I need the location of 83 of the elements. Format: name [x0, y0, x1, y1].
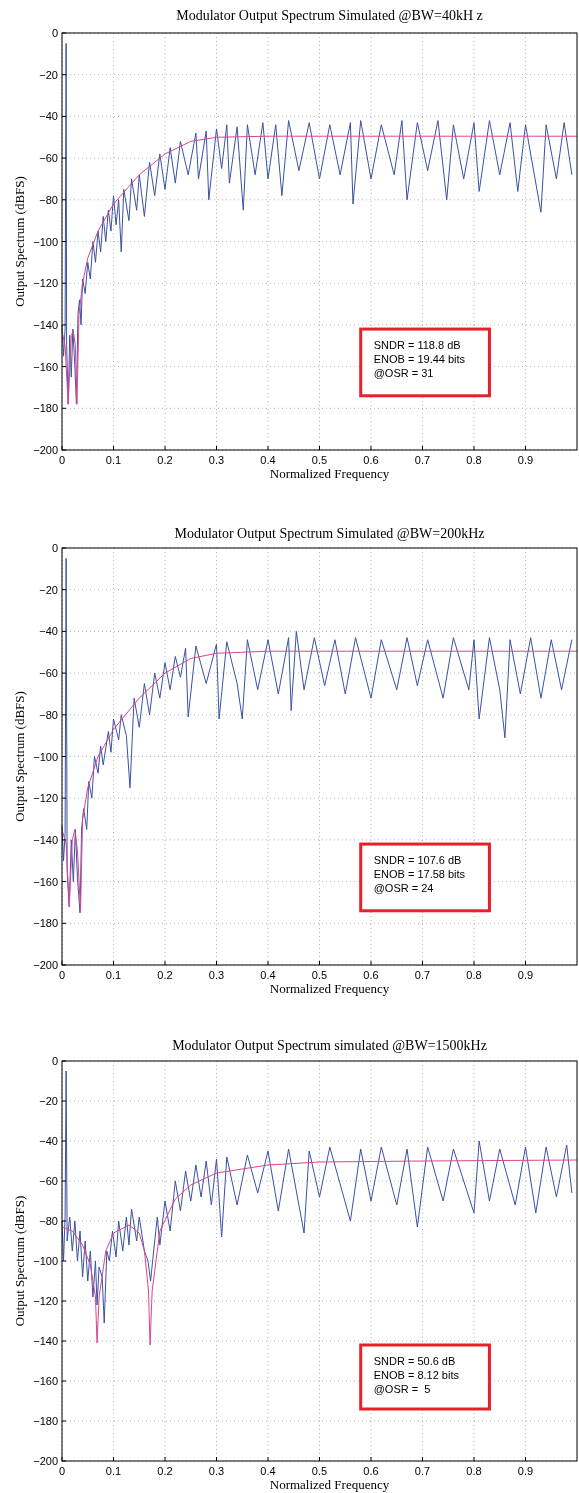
annotation: @OSR = 5	[373, 1383, 431, 1395]
y-tick-label: −80	[39, 193, 58, 206]
annotation: @OSR = 24	[373, 882, 434, 895]
line-series	[61, 1070, 573, 1324]
chart-title: Modulator Output Spectrum simulated @BW=1500kHz	[172, 1038, 487, 1053]
x-tick-label: 0.8	[466, 969, 482, 981]
x-tick-label: 0.2	[157, 454, 173, 466]
x-tick-label: 0.3	[208, 454, 225, 466]
y-tick-label: −140	[33, 833, 58, 846]
y-tick-label: −20	[39, 68, 58, 81]
x-tick-label: 0.9	[517, 969, 534, 981]
x-tick-label: 0.2	[157, 1465, 173, 1477]
y-tick-label: −80	[39, 1215, 58, 1227]
chart-title: Modulator Output Spectrum Simulated @BW=200kHz	[174, 526, 485, 541]
x-tick-label: 0.6	[363, 1465, 379, 1477]
y-tick-label: −160	[33, 1375, 58, 1387]
x-tick-label: 0.1	[105, 969, 122, 981]
y-tick-label: −40	[39, 110, 58, 123]
y-tick-label: −200	[33, 1455, 58, 1467]
line-series	[61, 650, 578, 912]
x-axis-title: Normalized Frequency	[269, 1477, 390, 1492]
y-tick-label: −200	[33, 959, 58, 971]
y-tick-label: −200	[33, 444, 58, 456]
annotation: ENOB = 17.58 bits	[373, 868, 466, 881]
x-tick-label: 0.8	[466, 454, 482, 466]
x-axis-title: Normalized Frequency	[269, 981, 390, 996]
y-tick-label: −140	[33, 1335, 58, 1347]
x-tick-label: 0.3	[208, 969, 225, 981]
line-series	[61, 557, 573, 914]
annotation: @OSR = 31	[373, 367, 434, 380]
y-tick-label: −120	[33, 1295, 58, 1307]
x-tick-label: 0.7	[414, 969, 431, 981]
y-tick-label: −60	[39, 667, 58, 680]
annotation: SNDR = 118.8 dB	[373, 339, 461, 352]
annotation: SNDR = 107.6 dB	[373, 854, 462, 867]
y-axis-title: Output Spectrum (dBFS)	[12, 691, 27, 822]
x-tick-label: 0.3	[208, 1465, 225, 1477]
x-tick-label: 0.7	[414, 1465, 431, 1477]
y-tick-label: −180	[33, 1415, 58, 1427]
y-tick-label: −60	[39, 1175, 58, 1187]
y-tick-label: −40	[39, 1135, 58, 1147]
x-tick-label: 0.5	[311, 969, 328, 981]
x-tick-label: 0.1	[105, 454, 122, 466]
x-tick-label: 0.7	[414, 454, 431, 466]
x-tick-label: 0.5	[311, 1465, 328, 1477]
x-tick-label: 0.6	[363, 969, 379, 981]
y-tick-label: −20	[39, 583, 58, 596]
x-axis-title: Normalized Frequency	[269, 466, 390, 481]
annotation: ENOB = 19.44 bits	[373, 353, 466, 366]
y-tick-label: −100	[33, 235, 58, 248]
y-tick-label: −180	[33, 917, 58, 930]
x-tick-label: 0.1	[105, 1465, 122, 1477]
y-tick-label: −20	[39, 1095, 58, 1107]
y-tick-label: 0	[51, 27, 58, 39]
x-tick-label: 0.9	[517, 454, 534, 466]
y-axis-title: Output Spectrum (dBFS)	[12, 1195, 27, 1327]
y-tick-label: −100	[33, 1255, 58, 1267]
annotation: ENOB = 8.12 bits	[373, 1369, 460, 1381]
y-tick-label: 0	[51, 1055, 58, 1067]
line-series	[61, 1159, 578, 1346]
x-tick-label: 0.4	[260, 1465, 276, 1477]
y-tick-label: −180	[33, 402, 58, 415]
y-tick-label: −120	[33, 792, 58, 805]
x-tick-label: 0.9	[517, 1465, 534, 1477]
x-tick-label: 0.4	[260, 454, 276, 466]
y-tick-label: −100	[33, 750, 58, 763]
y-tick-label: −160	[33, 360, 58, 373]
y-tick-label: −60	[39, 152, 58, 165]
y-tick-label: −160	[33, 875, 58, 888]
annotation: SNDR = 50.6 dB	[373, 1355, 456, 1367]
y-tick-label: −140	[33, 318, 58, 331]
x-tick-label: 0.8	[466, 1465, 482, 1477]
y-axis-title: Output Spectrum (dBFS)	[12, 176, 27, 307]
x-tick-label: 0.2	[157, 969, 173, 981]
y-tick-label: −120	[33, 277, 58, 290]
x-tick-label: 0.4	[260, 969, 276, 981]
chart-title: Modulator Output Spectrum Simulated @BW=40kH z	[176, 8, 483, 23]
x-tick-label: 0.6	[363, 454, 379, 466]
x-tick-label: 0.5	[311, 454, 328, 466]
y-tick-label: −80	[39, 708, 58, 721]
y-tick-label: −40	[39, 625, 58, 638]
line-series	[61, 135, 578, 405]
y-tick-label: 0	[51, 542, 58, 554]
